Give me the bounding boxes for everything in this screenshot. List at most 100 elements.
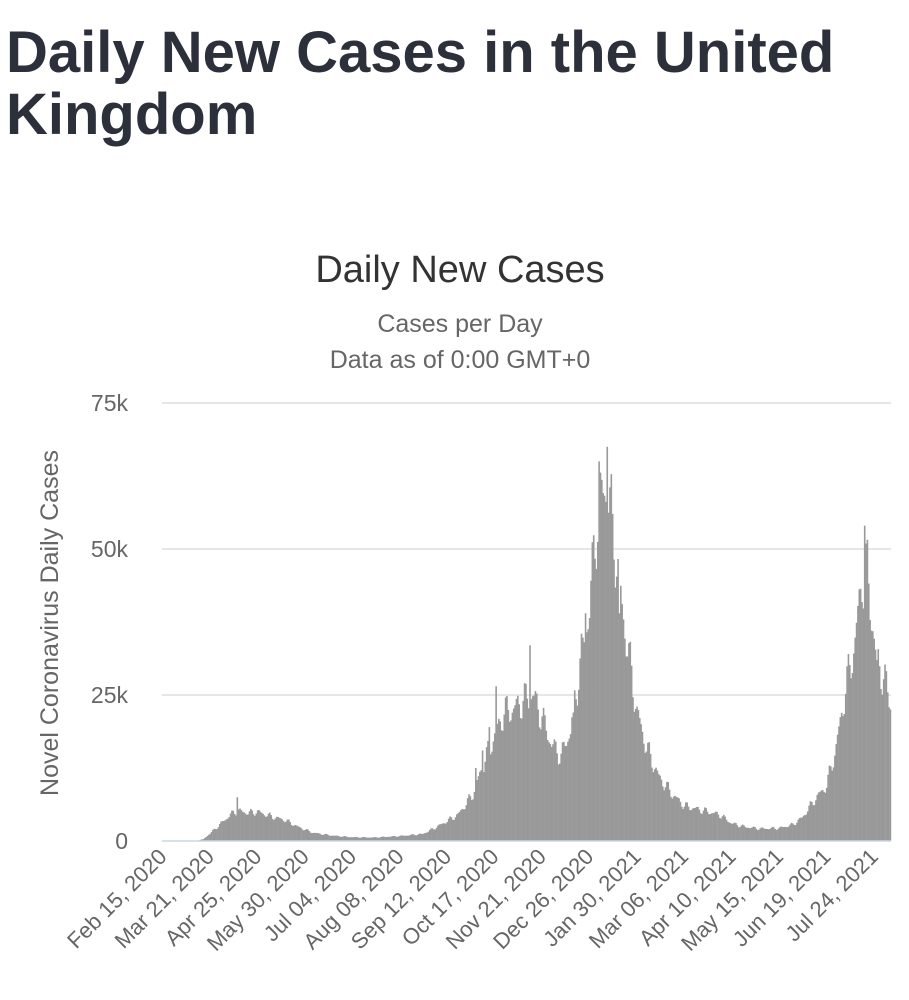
bar — [451, 819, 454, 841]
bar — [565, 745, 568, 841]
bar — [469, 796, 472, 841]
bar — [449, 816, 451, 841]
bar — [260, 812, 263, 841]
bar — [529, 645, 531, 841]
bar — [237, 809, 240, 841]
bar — [224, 820, 226, 841]
bar — [519, 718, 522, 841]
bar — [713, 812, 716, 841]
bar — [596, 541, 599, 841]
bar — [302, 830, 305, 841]
bar — [806, 811, 809, 841]
bar — [835, 744, 838, 841]
bar — [583, 642, 586, 841]
bar — [662, 786, 664, 841]
bar — [262, 813, 264, 841]
bar — [648, 742, 651, 841]
bar — [370, 837, 373, 841]
bar — [798, 818, 801, 841]
bar — [426, 832, 428, 841]
bar — [462, 809, 465, 841]
bar — [626, 656, 629, 841]
bar — [290, 825, 293, 841]
bar — [204, 838, 206, 841]
bar — [357, 837, 359, 841]
bar — [460, 810, 462, 841]
bar — [625, 656, 628, 841]
bar — [344, 836, 347, 841]
bar — [489, 754, 492, 841]
bar — [470, 800, 473, 841]
bar — [447, 818, 450, 841]
bar — [300, 827, 302, 841]
bar — [603, 495, 606, 841]
bar — [645, 751, 648, 841]
bar — [782, 827, 785, 841]
bar — [403, 835, 405, 841]
bar — [550, 746, 553, 841]
bar — [378, 837, 381, 841]
bar — [844, 693, 847, 841]
bar — [769, 829, 771, 841]
bar — [592, 535, 595, 841]
bar — [802, 815, 805, 841]
bar — [668, 789, 671, 841]
bar — [362, 836, 365, 841]
bar — [598, 461, 600, 841]
bar — [824, 792, 827, 841]
bar — [704, 807, 706, 841]
bar — [443, 823, 446, 841]
bar — [418, 834, 420, 841]
bar — [210, 831, 213, 841]
bar — [359, 837, 362, 841]
bar — [697, 806, 699, 841]
bar — [531, 696, 534, 841]
bar — [304, 829, 306, 841]
bar — [311, 833, 313, 841]
bar — [294, 825, 297, 841]
bar — [275, 816, 278, 841]
bar — [347, 837, 350, 841]
bar — [725, 819, 728, 841]
bar — [582, 637, 584, 841]
bar — [884, 664, 886, 841]
bar — [751, 827, 754, 841]
bar — [790, 822, 793, 841]
bar — [481, 750, 484, 841]
bar — [373, 837, 375, 841]
bar — [577, 689, 580, 841]
bar — [427, 831, 430, 841]
bar — [220, 821, 222, 841]
bar — [710, 813, 713, 841]
bar — [479, 771, 481, 841]
bars — [195, 446, 892, 841]
bar — [680, 806, 683, 841]
bar — [691, 808, 694, 841]
bar — [367, 837, 370, 841]
bar — [708, 814, 710, 841]
bar — [308, 831, 310, 841]
bar — [535, 693, 538, 841]
bar — [733, 822, 736, 841]
bar — [773, 827, 775, 841]
bar — [389, 836, 392, 841]
bar — [446, 821, 449, 841]
bar — [256, 810, 259, 841]
bar — [438, 824, 441, 841]
bar — [762, 827, 764, 841]
bar — [229, 813, 232, 841]
bar — [282, 820, 285, 841]
bar — [678, 798, 680, 841]
bar — [298, 826, 301, 841]
bar — [820, 790, 823, 841]
bar — [664, 787, 667, 841]
bar — [216, 829, 218, 841]
bar — [693, 808, 695, 841]
bar — [456, 814, 458, 841]
bar — [579, 658, 581, 841]
bar — [831, 770, 833, 841]
bar — [869, 620, 871, 841]
bar — [575, 699, 577, 841]
bar — [400, 835, 403, 841]
bar — [468, 794, 470, 841]
